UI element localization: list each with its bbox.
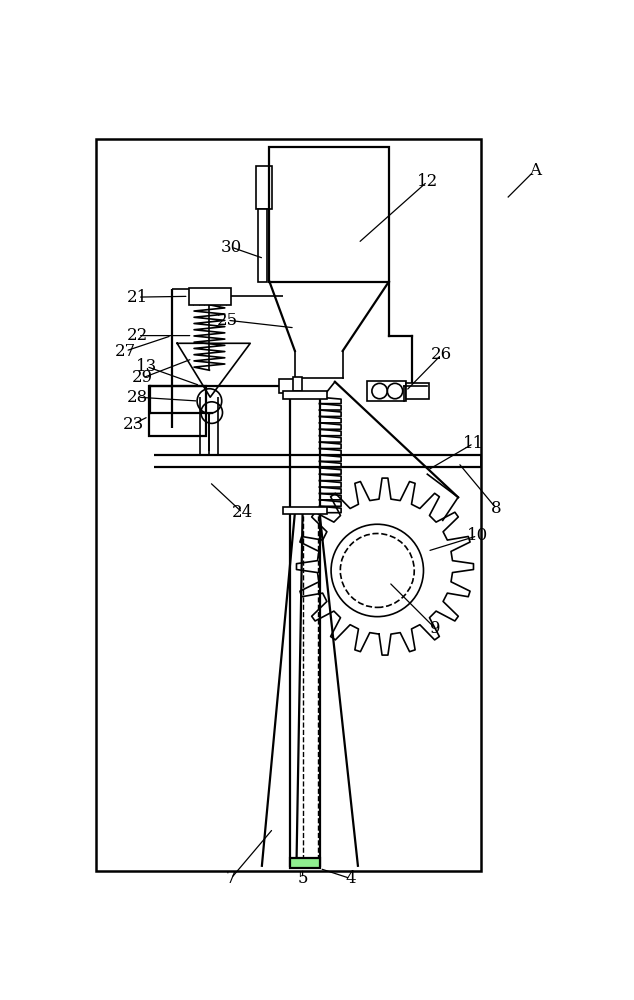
Bar: [256, 166, 272, 209]
Text: 10: 10: [467, 527, 488, 544]
Text: 29: 29: [132, 369, 153, 386]
Text: 25: 25: [217, 312, 238, 329]
Bar: [258, 209, 267, 282]
Bar: [280, 379, 295, 393]
Bar: [269, 147, 389, 282]
Bar: [283, 507, 327, 514]
Bar: [283, 391, 327, 399]
Text: 28: 28: [127, 389, 148, 406]
Bar: [292, 377, 302, 391]
Text: 24: 24: [232, 504, 253, 521]
Text: A: A: [529, 162, 541, 179]
Text: 26: 26: [430, 346, 452, 363]
Bar: [290, 858, 320, 868]
Text: 13: 13: [136, 358, 157, 375]
Bar: [148, 386, 206, 436]
Text: 23: 23: [122, 416, 144, 433]
Text: 12: 12: [417, 173, 438, 190]
Text: 22: 22: [127, 327, 148, 344]
Bar: [189, 288, 231, 305]
Text: 27: 27: [115, 342, 136, 360]
Bar: [406, 383, 429, 399]
Text: 21: 21: [127, 289, 148, 306]
Bar: [96, 139, 481, 871]
Bar: [367, 381, 406, 401]
Text: 11: 11: [463, 435, 484, 452]
Text: 30: 30: [221, 239, 242, 256]
Text: 8: 8: [491, 500, 502, 517]
Text: 5: 5: [297, 870, 308, 887]
Text: 7: 7: [226, 870, 236, 887]
Text: 4: 4: [345, 870, 356, 887]
Text: 9: 9: [430, 620, 440, 637]
